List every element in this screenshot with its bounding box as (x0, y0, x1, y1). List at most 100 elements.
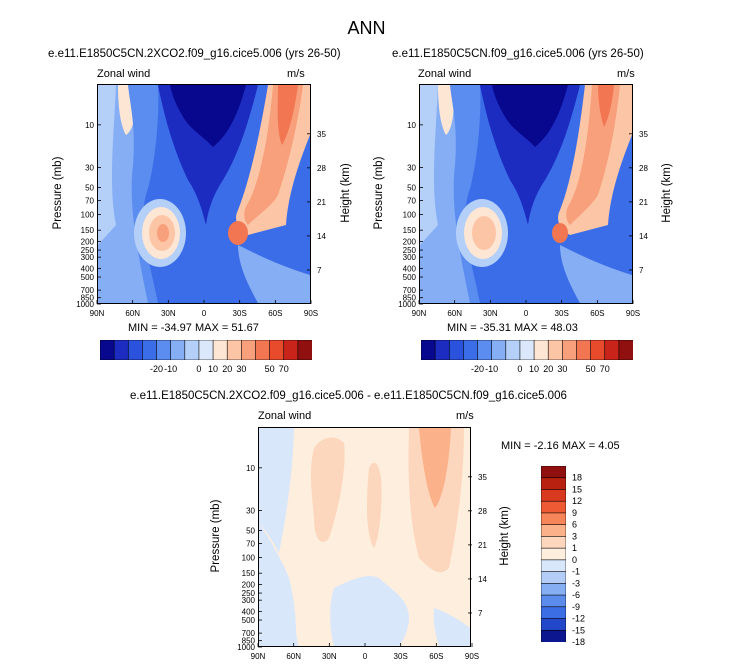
panel1-pressure-tick-label: 300 (81, 253, 95, 262)
panel1-pressure-tick-label: 150 (81, 226, 95, 235)
panel3-pressure-tick-label: 250 (242, 589, 256, 598)
panel1-colorbar-svg (99, 339, 313, 361)
panel3-colorbar-swatch (540, 477, 567, 491)
panel2-fill-south-jet-core (598, 85, 614, 127)
panel2-lat-tick-label: 60N (447, 309, 462, 318)
panel3-pressure-tick-label: 300 (242, 596, 256, 605)
panel3-contour-svg (259, 428, 470, 646)
panel2-height-tick-label: 28 (639, 164, 648, 173)
panel3-colorbar-swatch (540, 524, 567, 538)
panel2-units-label: m/s (617, 68, 635, 80)
panel2-pressure-tick-label: 200 (403, 237, 417, 246)
panel3-colorbar-label: -9 (572, 602, 580, 612)
panel3-lat-tick-label: 30S (394, 652, 408, 661)
panel2-pressure-tick-label: 30 (407, 164, 416, 173)
panel1-height-tick-label: 21 (317, 198, 326, 207)
panel1-pressure-tick-label: 500 (81, 273, 95, 282)
panel3-colorbar-swatch (540, 547, 567, 561)
panel3-pressure-tick-label: 400 (242, 607, 256, 616)
panel1-lat-tick-label: 60N (125, 309, 140, 318)
panel1-fill-surface-south (238, 245, 310, 303)
panel1-colorbar-swatch (156, 339, 172, 361)
panel1-fill-polar-north (98, 85, 116, 245)
panel1-colorbar-swatch (212, 339, 228, 361)
panel2-colorbar-swatch (547, 339, 564, 361)
panel1-variable-label: Zonal wind (97, 68, 151, 80)
panel2-colorbar-swatch (562, 339, 578, 361)
panel3-colorbar-label: -1 (572, 567, 580, 577)
panel1-pressure-tick-label: 50 (85, 183, 94, 192)
panel3-colorbar-swatch (540, 465, 567, 479)
panel1-colorbar-label: 0 (196, 364, 201, 374)
panel2-fill-polar-north (420, 85, 438, 245)
panel3-colorbar-swatch (540, 536, 567, 549)
panel2-colorbar-swatch (576, 339, 592, 361)
panel2-pressure-tick-label: 500 (403, 273, 417, 282)
panel3-colorbar-swatch (540, 618, 567, 632)
panel2-contour-svg (420, 85, 632, 303)
panel3-stats: MIN = -2.16 MAX = 4.05 (501, 440, 620, 452)
panel1-pressure-tick-label: 200 (81, 237, 95, 246)
panel2-colorbar-label: 70 (600, 364, 610, 374)
panel3-colorbar-label: 6 (572, 520, 577, 530)
panel3-colorbar-swatch (540, 571, 567, 585)
panel2-colorbar-label: -10 (485, 364, 498, 374)
panel3-colorbar-swatch (540, 629, 567, 643)
panel3-fill-tropical-lower-decrease (330, 576, 409, 646)
panel1-colorbar-label: 30 (236, 364, 246, 374)
panel1-colorbar-label: 10 (208, 364, 218, 374)
panel3-colorbar (540, 465, 567, 643)
panel3-colorbar-swatch (540, 512, 567, 526)
panel3-lat-tick-label: 90N (251, 652, 266, 661)
panel1-colorbar-swatch (269, 339, 285, 361)
panel2-height-tick-label: 35 (639, 130, 648, 139)
panel3-fill-north-surface-decrease (259, 523, 299, 646)
panel3-fill-south-surface-decrease (433, 608, 470, 646)
panel1-pressure-tick-label: 850 (81, 294, 95, 303)
panel2-pressure-tick-label: 70 (407, 197, 416, 206)
panel2-pressure-tick-label: 100 (403, 210, 417, 219)
panel3-height-tick-label: 28 (478, 507, 487, 516)
panel2-fill-band (450, 85, 481, 303)
panel1-colorbar-swatch (127, 339, 144, 361)
panel1-lat-tick-label: 60S (268, 309, 282, 318)
panel3-pressure-tick-label: 1000 (237, 643, 255, 652)
panel1-height-tick-label: 7 (317, 266, 322, 275)
panel2-fill-north-westerly (438, 85, 454, 135)
panel1-height-tick-label: 28 (317, 164, 326, 173)
panel2-lat-tick-label: 30N (483, 309, 498, 318)
panel3-height-tick-label: 14 (478, 575, 487, 584)
panel2-contour-plot (419, 84, 633, 304)
panel3-pressure-tick-label: 700 (242, 629, 256, 638)
panel1-colorbar-swatch (99, 339, 115, 361)
panel3-pressure-tick-label: 500 (242, 616, 256, 625)
panel1-colorbar-swatch (255, 339, 271, 361)
panel1-colorbar-label: 50 (265, 364, 275, 374)
panel1-pressure-tick-label: 100 (81, 210, 95, 219)
panel1-lat-tick-label: 0 (202, 309, 207, 318)
panel2-colorbar-label: -20 (471, 364, 484, 374)
panel1-lat-tick-label: 90N (90, 309, 105, 318)
panel2-colorbar-swatch (604, 339, 620, 361)
panel2-lat-tick-label: 0 (524, 309, 529, 318)
panel3-fill-tropical-increase (366, 462, 382, 548)
panel2-lat-tick-label: 90N (412, 309, 427, 318)
panel1-colorbar-swatch (142, 339, 158, 361)
panel3-colorbar-swatch (540, 559, 567, 573)
panel1-stats: MIN = -34.97 MAX = 51.67 (128, 322, 259, 334)
panel2-pressure-tick-label: 250 (403, 246, 417, 255)
panel3-colorbar-label: 12 (572, 496, 582, 506)
panel3-colorbar-label: -18 (572, 637, 585, 646)
panel1-lat-tick-label: 30N (161, 309, 176, 318)
panel3-lat-tick-label: 30N (322, 652, 337, 661)
panel1-contour-plot (97, 84, 311, 304)
panel1-colorbar-swatch (283, 339, 299, 361)
panel1-colorbar-label: -10 (164, 364, 177, 374)
panel3-colorbar-label: -6 (572, 590, 580, 600)
panel1-height-tick-label: 35 (317, 130, 326, 139)
panel3-colorbar-swatch (540, 489, 567, 503)
panel2-fill-easterly-core (492, 85, 568, 147)
panel1-units-label: m/s (287, 68, 305, 80)
panel1-fill-jet-north-core (157, 224, 169, 242)
figure-title: ANN (347, 18, 386, 38)
